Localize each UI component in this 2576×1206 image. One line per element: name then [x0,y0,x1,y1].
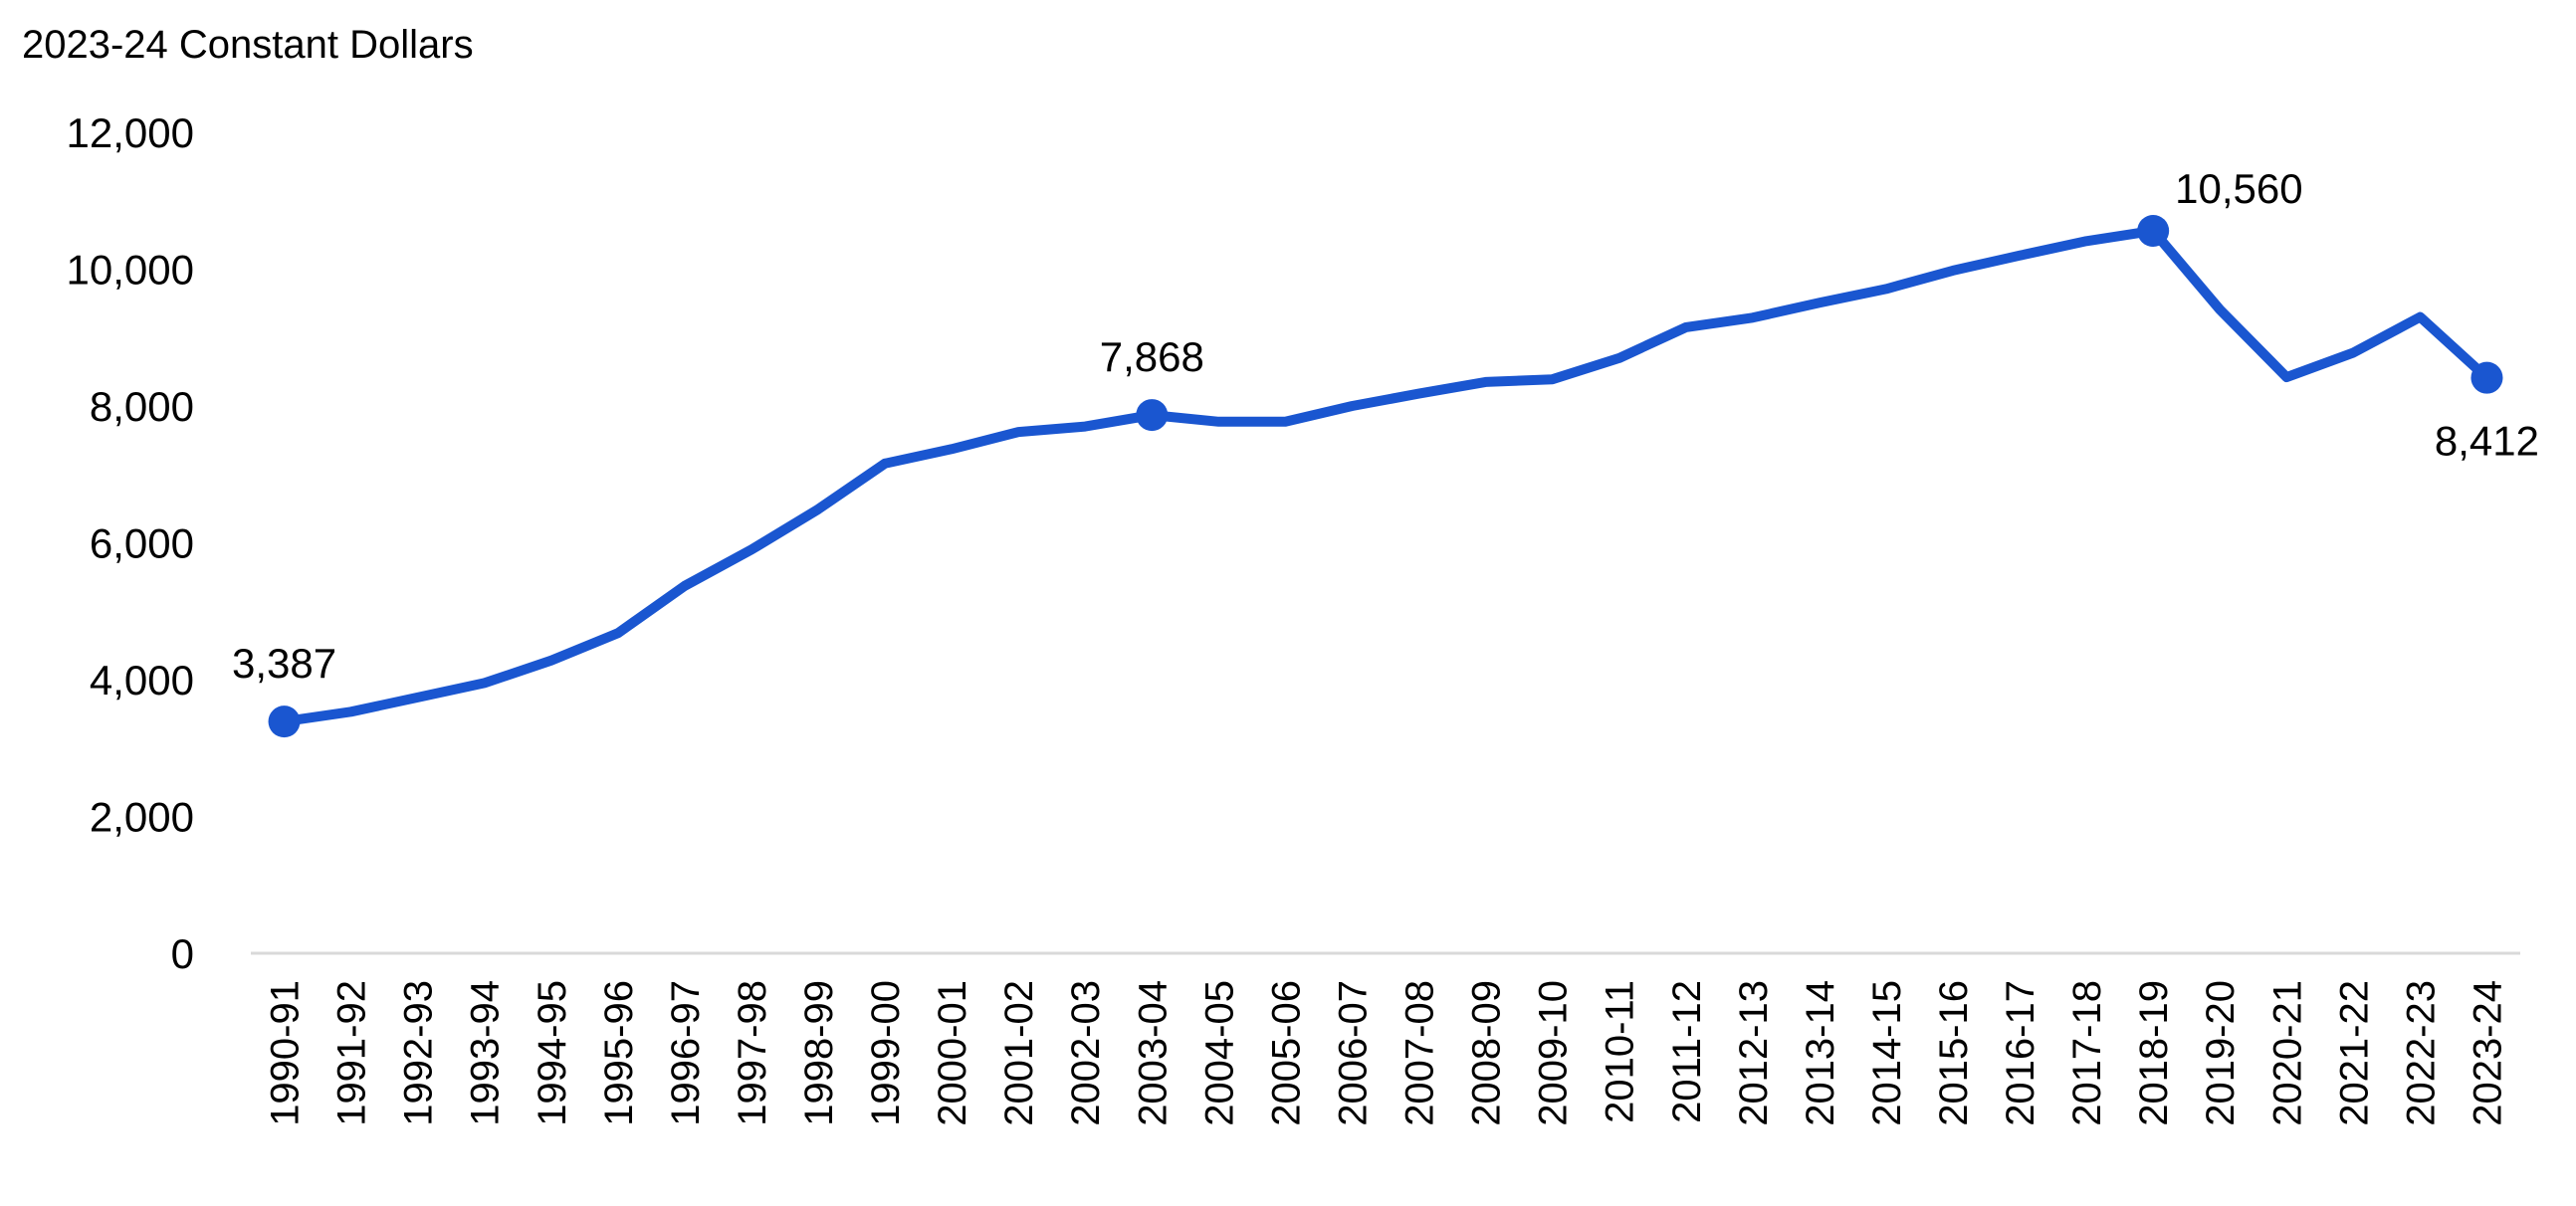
x-tick-label: 2021-22 [2332,980,2376,1126]
x-tick-label: 2007-08 [1398,980,1442,1126]
x-tick-label: 2000-01 [931,980,974,1126]
x-tick-label: 2014-15 [1865,980,1909,1126]
series-line [279,226,2492,727]
x-tick-label: 2020-21 [2265,980,2309,1126]
y-axis-title: 2023-24 Constant Dollars [22,23,474,67]
x-tick-label: 2013-14 [1799,980,1842,1126]
x-tick-label: 1992-93 [397,980,441,1126]
x-tick-label: 1997-98 [731,980,774,1126]
x-tick-label: 1998-99 [797,980,841,1126]
data-point-marker [2470,361,2503,394]
y-tick-label: 12,000 [67,109,194,156]
x-tick-label: 2010-11 [1599,980,1642,1123]
x-tick-label: 2002-03 [1064,980,1108,1126]
x-tick-label: 2015-16 [1932,980,1976,1126]
y-tick-label: 4,000 [90,657,194,704]
x-tick-label: 2006-07 [1331,980,1375,1126]
x-tick-label: 2023-24 [2466,980,2509,1126]
y-tick-label: 8,000 [90,383,194,430]
x-tick-label: 2022-23 [2399,980,2443,1126]
x-tick-label: 2017-18 [2065,980,2109,1126]
x-tick-label: 1996-97 [664,980,708,1126]
y-tick-label: 10,000 [67,247,194,294]
data-point-marker [2137,215,2170,247]
data-markers [268,215,2503,738]
data-labels: 3,387 7,868 10,560 8,412 [232,165,2539,687]
x-axis-ticks: 1990-91 1991-92 1992-93 1993-94 1994-95 1995-… [264,980,2510,1126]
x-tick-label: 2008-09 [1465,980,1509,1126]
data-label: 10,560 [2175,165,2302,212]
y-tick-label: 2,000 [90,794,194,841]
y-tick-label: 0 [171,930,194,977]
x-tick-label: 2004-05 [1197,980,1241,1126]
x-tick-label: 1999-00 [864,980,908,1126]
y-tick-label: 6,000 [90,520,194,567]
x-tick-label: 1994-95 [531,980,574,1126]
data-label: 7,868 [1100,333,1204,380]
x-tick-label: 1991-92 [330,980,374,1126]
y-axis-ticks: 0 2,000 4,000 6,000 8,000 10,000 12,000 [67,109,194,977]
data-point-marker [268,705,301,738]
x-tick-label: 2005-06 [1264,980,1308,1126]
data-label: 8,412 [2435,418,2539,465]
x-tick-label: 1993-94 [464,980,508,1126]
x-tick-label: 2009-10 [1532,980,1576,1126]
x-tick-label: 2019-20 [2199,980,2243,1126]
x-tick-label: 2012-13 [1732,980,1776,1126]
data-point-marker [1136,399,1169,432]
x-tick-label: 1990-91 [264,980,308,1126]
x-tick-label: 2001-02 [997,980,1041,1126]
x-tick-label: 2016-17 [1999,980,2042,1126]
x-tick-label: 1995-96 [597,980,641,1126]
x-tick-label: 2011-12 [1665,980,1709,1123]
data-label: 3,387 [232,640,336,687]
x-tick-label: 2018-19 [2132,980,2176,1126]
x-tick-label: 2003-04 [1131,980,1175,1126]
